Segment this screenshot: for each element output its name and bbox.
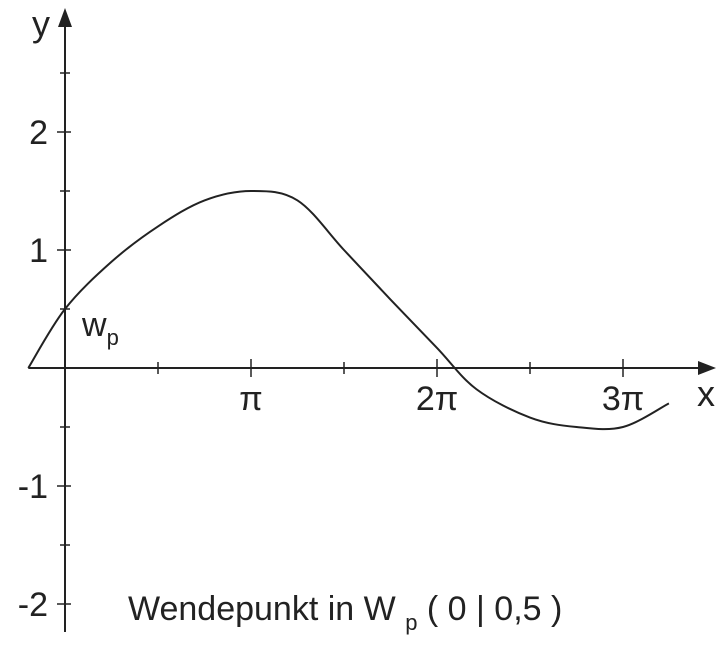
caption-coords: ( 0 | 0,5 ) <box>427 590 562 628</box>
x-axis-label: x <box>697 373 715 414</box>
y-axis-label: y <box>32 3 50 44</box>
ticks <box>57 72 624 605</box>
x-axis-arrow <box>698 361 716 375</box>
inflection-point-subscript: p <box>107 325 119 350</box>
axes <box>28 8 716 632</box>
y-tick-label: -2 <box>18 586 48 624</box>
caption: Wendepunkt in W p ( 0 | 0,5 ) <box>128 590 562 638</box>
inflection-point-letter: w <box>81 306 107 344</box>
caption-subscript: p <box>405 610 417 635</box>
caption-main: Wendepunkt in W <box>128 590 396 628</box>
x-tick-label: 3π <box>602 380 644 418</box>
tick-labels: π 2π 3π 2 1 -1 -2 <box>18 114 644 624</box>
y-tick-label: -1 <box>18 468 48 506</box>
y-axis-arrow <box>58 8 72 27</box>
y-tick-label: 2 <box>29 114 48 152</box>
x-tick-label: 2π <box>416 380 458 418</box>
y-tick-label: 1 <box>29 232 48 270</box>
x-tick-label: π <box>239 380 262 418</box>
function-curve <box>27 189 670 431</box>
inflection-point-label: wp <box>81 306 119 350</box>
annotations: wp <box>81 306 119 350</box>
